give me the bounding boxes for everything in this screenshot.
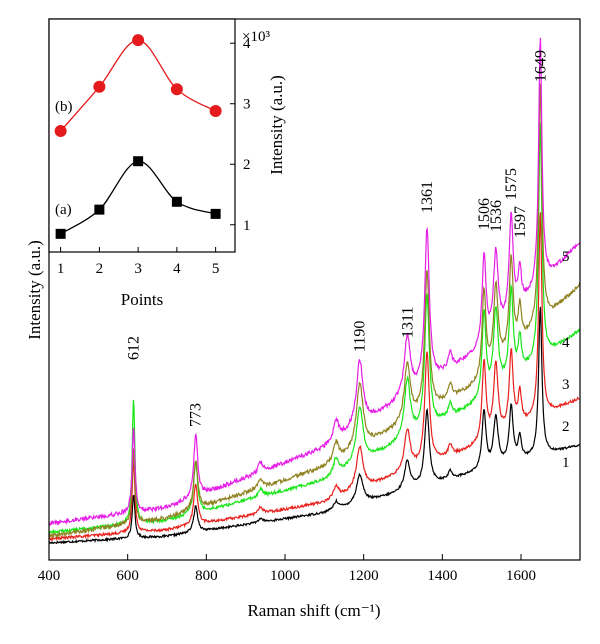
spectrum-line-1 (48, 306, 581, 545)
inset-x-tick-label: 4 (173, 261, 181, 277)
inset-y-tick-label: 4 (243, 36, 251, 52)
main-x-ticks: 400 600 800 1000 1200 1400 1600 (38, 554, 536, 584)
inset-point-circle (54, 124, 67, 137)
inset-point-circle (132, 34, 145, 47)
inset-point-circle (209, 104, 222, 117)
inset-y-multiplier: ×10³ (242, 29, 270, 45)
inset-x-tick-label: 3 (134, 261, 142, 277)
main-series-group (48, 37, 581, 545)
main-x-tick-label: 400 (38, 568, 61, 584)
main-x-tick-label: 1600 (506, 568, 536, 584)
main-x-tick-label: 1200 (349, 568, 379, 584)
spectrum-label-1: 1 (562, 455, 570, 471)
peak-label-1311: 1311 (399, 307, 416, 338)
main-x-tick-label: 600 (116, 568, 139, 584)
inset-point-square (133, 156, 144, 167)
main-x-tick-label: 1000 (270, 568, 300, 584)
inset-y-tick-label: 2 (243, 157, 251, 173)
inset-x-tick-label: 2 (96, 261, 104, 277)
peak-label-1597: 1597 (512, 206, 529, 238)
main-x-tick-label: 800 (195, 568, 218, 584)
inset-frame (48, 18, 236, 253)
peak-label-773: 773 (188, 403, 205, 427)
main-plot-frame (48, 18, 581, 561)
spectrum-line-2 (48, 212, 581, 542)
inset-x-ticks: 1 2 3 4 5 (57, 247, 220, 277)
spectrum-line-5 (48, 37, 581, 527)
inset-x-axis-label: Points (121, 290, 164, 309)
inset-x-tick-label: 5 (212, 261, 220, 277)
peak-label-1649: 1649 (532, 50, 549, 82)
inset-point-square (94, 204, 105, 215)
peak-label-1361: 1361 (419, 181, 436, 213)
spectrum-label-2: 2 (562, 419, 570, 435)
inset-point-square (55, 228, 66, 239)
spectrum-line-4 (48, 83, 581, 539)
spectrum-line-3 (48, 123, 581, 535)
inset-y-tick-label: 3 (243, 97, 251, 113)
main-x-axis-label: Raman shift (cm⁻¹) (247, 601, 380, 620)
main-x-tick-label: 1400 (427, 568, 457, 584)
inset-y-ticks: 1 2 3 4 (230, 36, 251, 234)
inset-point-square (171, 196, 182, 207)
inset-y-axis-label: Intensity (a.u.) (267, 75, 286, 175)
peak-label-612: 612 (126, 336, 143, 360)
spectrum-number-labels: 1 2 3 4 5 (562, 249, 570, 471)
inset-point-circle (93, 80, 106, 93)
inset-series-label: (a) (55, 202, 72, 218)
inset-y-tick-label: 1 (243, 218, 251, 234)
inset-plot: (a) (b) 1 2 3 4 5 1 2 3 4 Points Intensity (a.u.… (48, 18, 286, 309)
spectrum-label-3: 3 (562, 377, 570, 393)
spectrum-label-4: 4 (562, 335, 570, 351)
peak-label-1190: 1190 (352, 321, 369, 352)
main-y-axis-label: Intensity (a.u.) (25, 240, 44, 340)
inset-point-circle (170, 83, 183, 96)
inset-series-group: (a) (b) (54, 34, 222, 239)
inset-x-tick-label: 1 (57, 261, 65, 277)
peak-label-1575: 1575 (503, 168, 520, 200)
inset-series-label: (b) (55, 99, 73, 115)
peak-label-1536: 1536 (488, 200, 505, 232)
peak-label-1506: 1506 (476, 198, 493, 230)
inset-point-square (210, 208, 221, 219)
spectrum-label-5: 5 (562, 249, 570, 265)
